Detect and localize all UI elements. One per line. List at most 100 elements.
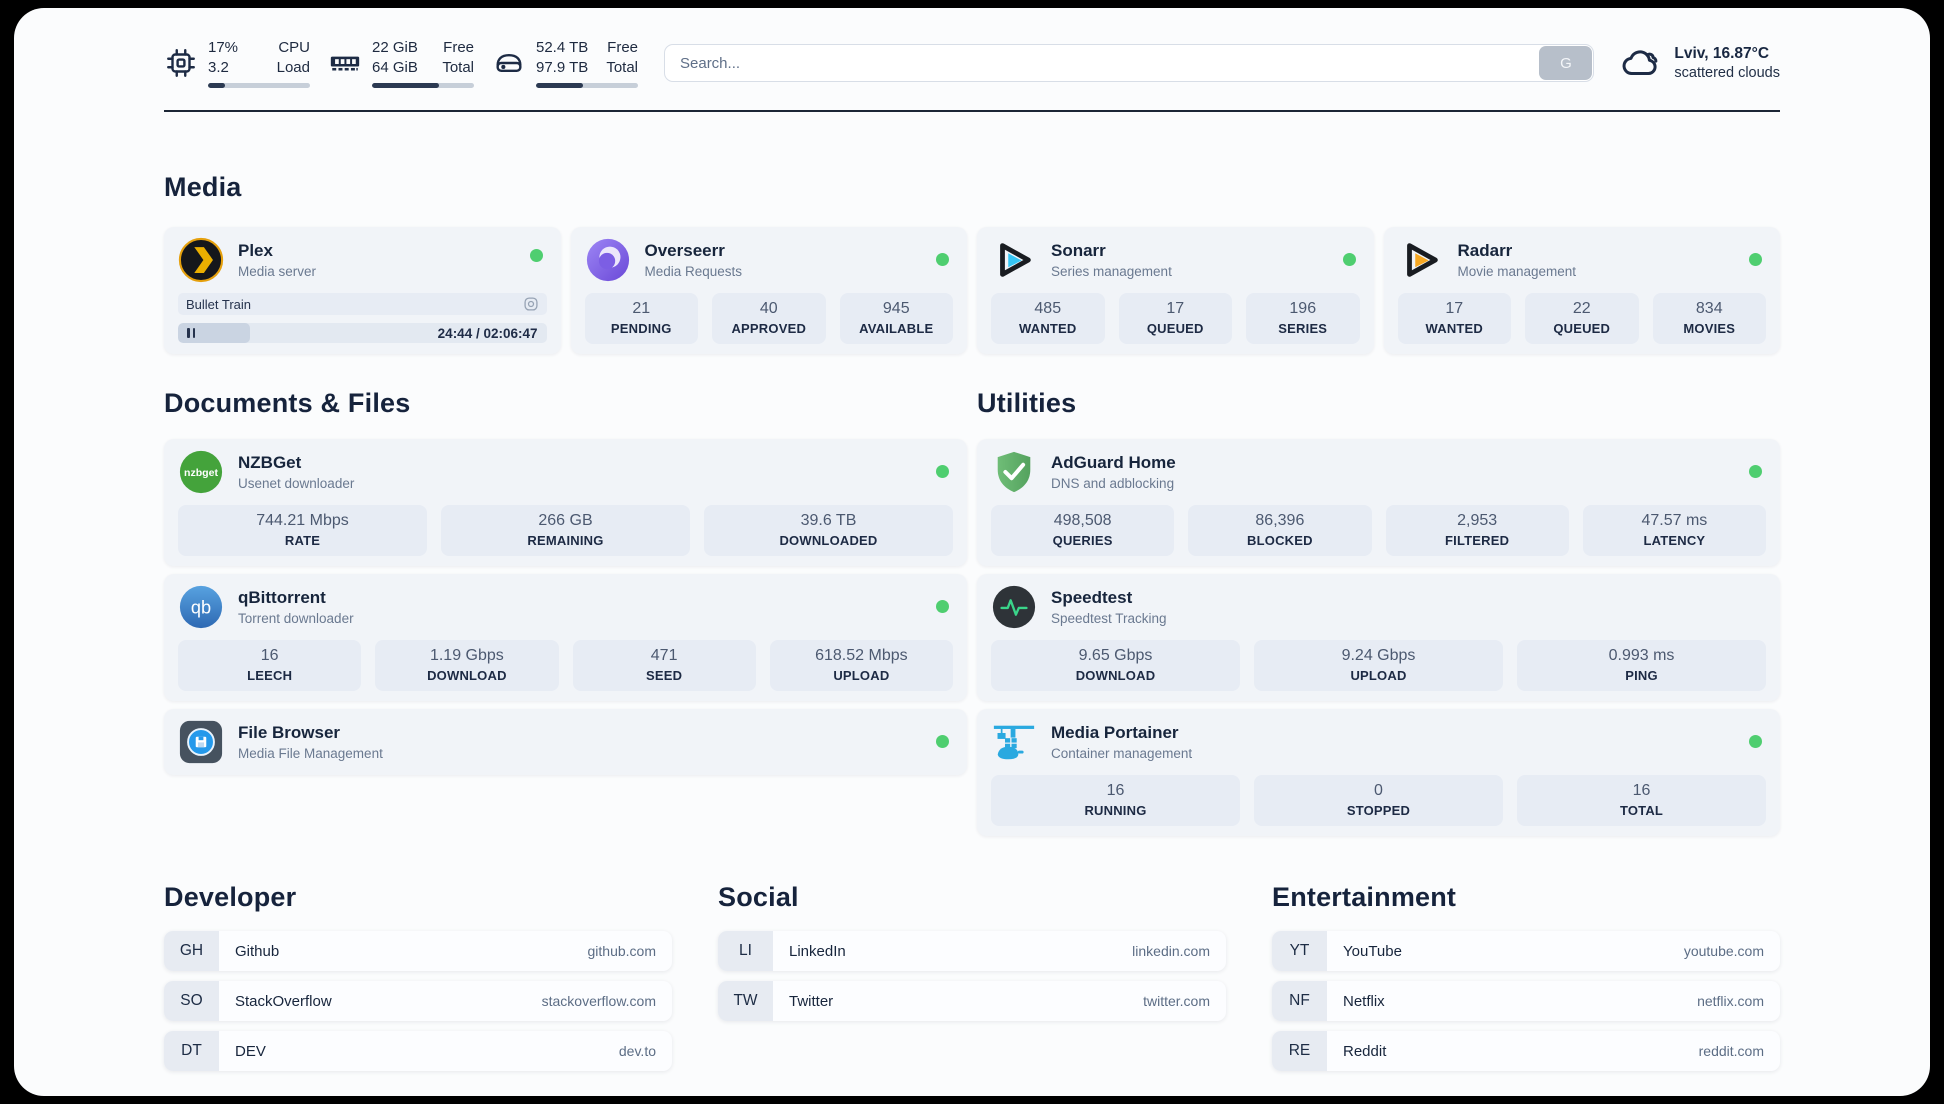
speedtest-icon: [992, 585, 1036, 629]
app-name: Plex: [238, 241, 273, 260]
weather-widget: Lviv, 16.87°C scattered clouds: [1620, 42, 1780, 84]
qbittorrent-icon: qb: [179, 585, 223, 629]
app-card-sonarr[interactable]: Sonarr Series management 485 WANTED 17 Q…: [977, 227, 1374, 354]
app-card-overseerr[interactable]: Overseerr Media Requests 21 PENDING 40 A…: [570, 227, 967, 354]
stat-queries: 498,508 QUERIES: [991, 505, 1175, 556]
bookmark-url: dev.to: [618, 1043, 656, 1059]
documents-column: Documents & Files nzbget NZBGet Usenet d…: [164, 388, 967, 836]
stat-ping: 0.993 ms PING: [1517, 640, 1766, 691]
weather-location-temp: Lviv, 16.87°C: [1674, 45, 1770, 62]
stat-label: UPLOAD: [1350, 668, 1407, 683]
stat-value: 485: [1034, 300, 1062, 317]
stat-label: LEECH: [247, 668, 293, 683]
app-name: AdGuard Home: [1051, 453, 1176, 472]
bookmark-reddit[interactable]: RE Reddit reddit.com: [1272, 1031, 1780, 1071]
bookmark-youtube[interactable]: YT YouTube youtube.com: [1272, 931, 1780, 971]
stat-queued: 17 QUEUED: [1118, 293, 1232, 344]
app-card-plex[interactable]: Plex Media server Bullet Train 24:44 / 0…: [164, 227, 561, 354]
stat-label: QUEUED: [1146, 321, 1204, 336]
disk-progress-track: [536, 82, 638, 88]
search-engine-button[interactable]: G: [1539, 46, 1593, 80]
media-target-icon[interactable]: [523, 296, 539, 312]
stat-queued: 22 QUEUED: [1525, 293, 1639, 344]
stat-value: 2,953: [1457, 512, 1498, 529]
status-dot: [1342, 253, 1356, 266]
bookmark-github[interactable]: GH Github github.com: [164, 931, 672, 971]
app-description: DNS and adblocking: [1051, 476, 1175, 491]
bookmark-abbr: SO: [164, 981, 219, 1021]
stat-latency: 47.57 ms LATENCY: [1582, 505, 1766, 556]
stat-total: 16 TOTAL: [1517, 775, 1766, 826]
memory-progress-fill: [372, 82, 440, 88]
stat-label: DOWNLOAD: [1075, 668, 1156, 683]
cpu-label: CPU: [278, 39, 310, 57]
bookmark-dev[interactable]: DT DEV dev.to: [164, 1031, 672, 1071]
cpu-progress-track: [208, 82, 310, 88]
bookmark-abbr: RE: [1272, 1031, 1327, 1071]
disk-progress-fill: [536, 82, 583, 88]
pause-icon[interactable]: [187, 328, 196, 338]
stat-value: 22: [1572, 300, 1591, 317]
app-description: Usenet downloader: [238, 476, 355, 491]
bookmark-linkedin[interactable]: LI LinkedIn linkedin.com: [718, 931, 1226, 971]
bookmark-abbr: DT: [164, 1031, 219, 1071]
app-description: Speedtest Tracking: [1051, 611, 1167, 626]
bookmark-name: Netflix: [1343, 992, 1385, 1010]
app-card-filebrowser[interactable]: File Browser Media File Management: [164, 709, 967, 775]
ram-icon: [330, 56, 360, 71]
header-divider: [164, 110, 1780, 112]
stat-value: 0: [1374, 782, 1383, 799]
section-title-documents: Documents & Files: [164, 388, 411, 418]
status-dot: [936, 253, 949, 266]
bookmark-twitter[interactable]: TW Twitter twitter.com: [718, 981, 1226, 1021]
stat-value: 16: [1632, 782, 1651, 799]
cpu-progress-fill: [208, 82, 226, 88]
stat-value: 9.65 Gbps: [1078, 647, 1153, 664]
status-dot: [1749, 465, 1762, 478]
stat-value: 39.6 TB: [800, 512, 857, 529]
bookmark-name: Reddit: [1343, 1042, 1387, 1060]
bookmark-stackoverflow[interactable]: SO StackOverflow stackoverflow.com: [164, 981, 672, 1021]
app-description: Movie management: [1457, 264, 1577, 279]
section-title-developer: Developer: [164, 882, 297, 912]
plex-time: 24:44 / 02:06:47: [437, 325, 538, 341]
system-widgets: 17% 3.2 CPU Load: [164, 38, 638, 88]
bookmark-name: LinkedIn: [789, 942, 846, 960]
app-card-radarr[interactable]: Radarr Movie management 17 WANTED 22 QUE…: [1383, 227, 1780, 354]
disk-label-free: Free: [607, 39, 638, 57]
stat-wanted: 485 WANTED: [991, 293, 1105, 344]
stat-label: BLOCKED: [1247, 533, 1313, 548]
disk-total: 97.9 TB: [536, 59, 589, 76]
plex-seek-bar[interactable]: 24:44 / 02:06:47: [178, 323, 547, 343]
stat-label: RUNNING: [1084, 803, 1147, 818]
app-card-qbittorrent[interactable]: qb qBittorrent Torrent downloader 16 LEE…: [164, 574, 967, 701]
svg-text:qb: qb: [191, 598, 211, 618]
stat-value: 47.57 ms: [1641, 512, 1708, 529]
disk-free: 52.4 TB: [536, 39, 589, 57]
stat-value: 16: [260, 647, 279, 664]
sonarr-icon: [1000, 243, 1031, 277]
stat-label: FILTERED: [1445, 533, 1510, 548]
utilities-column: Utilities AdGuard Home DNS and adb: [977, 388, 1780, 836]
plex-icon: [178, 237, 224, 283]
search-input[interactable]: [664, 44, 1595, 82]
developer-column: Developer GH Github github.com SO StackO…: [164, 882, 672, 1071]
app-name: qBittorrent: [238, 588, 326, 607]
app-card-speedtest[interactable]: Speedtest Speedtest Tracking 9.65 Gbps D…: [977, 574, 1780, 701]
bookmark-name: YouTube: [1343, 942, 1402, 960]
bookmark-name: Github: [235, 942, 280, 960]
stat-label: DOWNLOADED: [779, 533, 878, 548]
app-card-adguard[interactable]: AdGuard Home DNS and adblocking 498,508 …: [977, 439, 1780, 566]
app-card-portainer[interactable]: Media Portainer Container management 16 …: [977, 709, 1780, 836]
bookmark-netflix[interactable]: NF Netflix netflix.com: [1272, 981, 1780, 1021]
bookmark-abbr: GH: [164, 931, 219, 971]
app-card-nzbget[interactable]: nzbget NZBGet Usenet downloader 744.21 M…: [164, 439, 967, 566]
app-name: Media Portainer: [1051, 723, 1179, 742]
status-dot: [936, 600, 949, 613]
social-column: Social LI LinkedIn linkedin.com TW Twitt…: [718, 882, 1226, 1071]
section-title-social: Social: [718, 882, 799, 912]
stat-series: 196 SERIES: [1246, 293, 1360, 344]
stat-leech: 16 LEECH: [178, 640, 362, 691]
stat-label: LATENCY: [1643, 533, 1706, 548]
stat-movies: 834 MOVIES: [1652, 293, 1766, 344]
